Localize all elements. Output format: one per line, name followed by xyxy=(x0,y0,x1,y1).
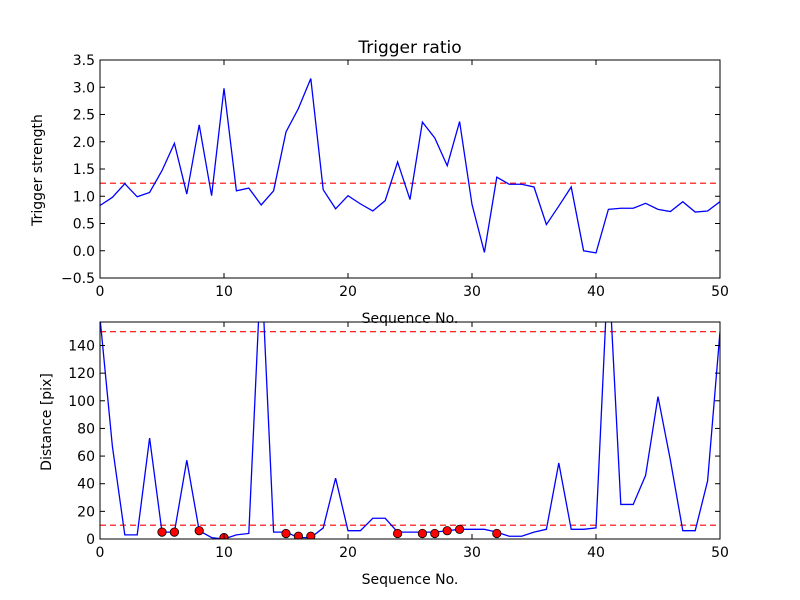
x-tick-label: 20 xyxy=(339,284,357,300)
y-tick-label: 20 xyxy=(77,504,95,520)
series-line xyxy=(100,322,720,539)
chart-title: Trigger ratio xyxy=(357,38,461,58)
y-tick-label: 100 xyxy=(68,394,95,410)
x-axis-label: Sequence No. xyxy=(362,311,459,327)
y-tick-label: 3.5 xyxy=(73,53,95,69)
y-tick-label: 2.0 xyxy=(73,135,95,151)
x-tick-label: 10 xyxy=(215,284,233,300)
x-tick-label: 50 xyxy=(711,284,729,300)
data-marker xyxy=(417,528,427,539)
y-tick-label: 3.0 xyxy=(73,80,95,96)
y-tick-label: −0.5 xyxy=(61,271,95,287)
x-tick-label: 30 xyxy=(463,284,481,300)
data-marker xyxy=(454,524,465,534)
distance-panel: Distance [pix] Sequence No. 0 10 20 30 40 50 0… xyxy=(39,321,729,588)
y-tick-label: 1.5 xyxy=(73,162,95,178)
x-tick-label: 20 xyxy=(339,545,357,561)
data-marker xyxy=(281,528,291,539)
y-tick-label: 2.5 xyxy=(73,108,95,124)
trigger-ratio-panel: Trigger ratio Trigger strength Sequence … xyxy=(30,38,729,327)
data-marker xyxy=(492,528,502,539)
y-tick-label: 40 xyxy=(77,477,95,493)
y-tick-label: 140 xyxy=(68,338,95,354)
axes-frame xyxy=(99,59,721,279)
x-tick-label: 0 xyxy=(96,284,105,300)
data-marker xyxy=(392,528,403,539)
x-axis-label: Sequence No. xyxy=(362,572,459,588)
axes-frame xyxy=(99,321,721,540)
data-marker xyxy=(194,526,204,536)
data-marker xyxy=(169,527,179,537)
data-marker xyxy=(442,526,452,536)
data-marker xyxy=(306,531,316,539)
y-tick-label: 120 xyxy=(68,366,95,382)
y-tick-label: 0.5 xyxy=(73,217,95,233)
x-tick-label: 50 xyxy=(711,545,729,561)
y-axis-label: Distance [pix] xyxy=(39,373,55,471)
x-tick-label: 10 xyxy=(215,545,233,561)
x-tick-label: 40 xyxy=(587,545,605,561)
series-line xyxy=(100,78,720,254)
data-marker xyxy=(430,528,440,539)
y-tick-label: 0 xyxy=(86,532,95,548)
y-tick-label: 80 xyxy=(77,421,95,437)
x-tick-label: 0 xyxy=(96,545,105,561)
x-tick-label: 30 xyxy=(463,545,481,561)
data-marker xyxy=(157,527,167,537)
y-tick-label: 0.0 xyxy=(73,244,95,260)
y-tick-label: 1.0 xyxy=(73,189,95,205)
y-axis-label: Trigger strength xyxy=(30,114,46,227)
x-tick-label: 40 xyxy=(587,284,605,300)
data-marker xyxy=(293,531,303,539)
y-tick-label: 60 xyxy=(77,449,95,465)
